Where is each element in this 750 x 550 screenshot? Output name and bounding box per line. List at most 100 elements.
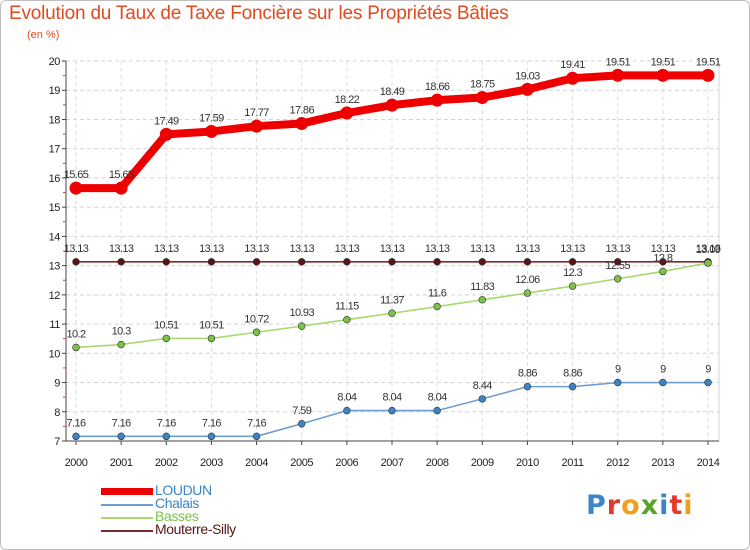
y-tick-label: 19 (49, 85, 61, 97)
logo-letter: x (640, 490, 660, 521)
data-label-chalais: 7.16 (66, 417, 85, 429)
data-label-chalais: 8.04 (428, 392, 447, 404)
x-tick-label: 2007 (381, 457, 404, 469)
data-label-loudun: 18.66 (425, 81, 450, 93)
data-point-chalais (207, 432, 216, 441)
data-label-chalais: 9 (615, 364, 621, 376)
x-tick-label: 2003 (200, 457, 223, 469)
data-label-mouterre-silly: 13.13 (154, 243, 179, 255)
line-chart: 7 8 9 10 11 12 13 14 15 16 17 18 19 20 2000 2001 2002 200… (49, 56, 722, 469)
x-tick-label: 2012 (606, 457, 629, 469)
legend-label: Basses (155, 508, 199, 524)
data-point-chalais (568, 382, 577, 391)
data-point-loudun (475, 91, 489, 105)
legend-swatch (101, 488, 153, 495)
x-tick-label: 2004 (245, 457, 268, 469)
data-point-loudun (69, 181, 83, 195)
data-point-basses (523, 289, 532, 297)
data-label-basses: 10.72 (244, 313, 269, 325)
legend-swatch (101, 530, 153, 532)
data-point-mouterre-silly (659, 258, 667, 266)
data-point-loudun (430, 93, 444, 107)
data-point-basses (343, 315, 351, 324)
data-label-basses: 13.09 (696, 244, 721, 256)
data-point-loudun (656, 68, 670, 82)
data-label-mouterre-silly: 13.13 (64, 243, 89, 255)
data-point-basses (478, 296, 486, 304)
data-label-loudun: 17.59 (199, 112, 224, 124)
proxiti-logo: Proxiti (586, 490, 694, 521)
data-label-chalais: 8.86 (563, 368, 582, 380)
data-point-basses (252, 328, 261, 336)
data-label-mouterre-silly: 13.13 (696, 243, 721, 255)
data-label-chalais: 8.04 (337, 392, 356, 404)
x-tick-label: 2009 (471, 457, 494, 469)
data-label-loudun: 19.41 (560, 59, 585, 71)
data-point-loudun (295, 117, 309, 131)
data-point-basses (614, 275, 622, 283)
data-label-loudun: 17.77 (244, 107, 269, 119)
data-point-mouterre-silly (298, 258, 306, 266)
data-label-mouterre-silly: 13.13 (109, 243, 134, 255)
data-label-loudun: 17.86 (289, 105, 314, 117)
data-point-loudun (520, 82, 534, 96)
logo-letter: t (669, 490, 684, 521)
data-label-chalais: 7.16 (247, 417, 266, 429)
data-label-mouterre-silly: 13.13 (470, 243, 495, 255)
data-label-loudun: 18.75 (470, 79, 495, 91)
data-point-loudun (611, 68, 625, 82)
data-point-basses (117, 340, 125, 349)
data-point-loudun (701, 68, 715, 82)
data-point-chalais (252, 432, 261, 441)
x-tick-label: 2008 (426, 457, 449, 469)
x-tick-label: 2011 (562, 457, 584, 469)
data-point-basses (72, 343, 80, 352)
data-point-chalais (523, 382, 532, 391)
data-label-basses: 12.06 (515, 274, 540, 286)
data-label-mouterre-silly: 13.13 (560, 243, 585, 255)
data-label-basses: 11.15 (335, 301, 359, 313)
data-point-chalais (659, 378, 667, 387)
data-label-basses: 12.8 (653, 252, 672, 264)
x-tick-label: 2013 (651, 457, 674, 469)
data-point-mouterre-silly (388, 258, 396, 266)
data-point-mouterre-silly (433, 258, 441, 266)
data-point-chalais (478, 395, 486, 403)
data-label-loudun: 17.49 (154, 115, 179, 127)
y-tick-label: 13 (49, 261, 61, 273)
x-tick-label: 2006 (335, 457, 358, 469)
y-tick-label: 14 (49, 231, 61, 243)
data-point-chalais (72, 432, 80, 441)
data-point-chalais (614, 378, 622, 387)
data-label-basses: 10.51 (199, 319, 224, 331)
x-tick-label: 2014 (697, 457, 720, 469)
data-point-chalais (343, 406, 351, 415)
data-label-mouterre-silly: 13.13 (425, 243, 450, 255)
data-point-loudun (340, 106, 354, 120)
data-label-loudun: 19.51 (696, 56, 721, 68)
data-label-loudun: 19.51 (651, 56, 676, 68)
data-label-chalais: 8.44 (473, 380, 492, 392)
data-label-chalais: 9 (705, 364, 711, 376)
data-point-loudun (566, 71, 580, 85)
data-label-chalais: 7.16 (112, 417, 131, 429)
data-label-loudun: 18.49 (380, 86, 405, 98)
data-label-loudun: 15.65 (64, 169, 89, 181)
x-tick-label: 2002 (155, 457, 178, 469)
y-tick-label: 20 (49, 56, 61, 68)
data-label-mouterre-silly: 13.13 (244, 243, 269, 255)
x-tick-label: 2005 (290, 457, 313, 469)
logo-letter: i (683, 490, 694, 521)
data-label-chalais: 8.04 (382, 392, 401, 404)
data-label-basses: 11.6 (428, 288, 447, 300)
legend-swatch (101, 504, 153, 506)
data-label-basses: 10.2 (66, 328, 85, 340)
data-point-basses (704, 259, 712, 267)
y-tick-label: 18 (49, 114, 61, 126)
data-point-mouterre-silly (162, 258, 170, 266)
data-label-basses: 12.3 (563, 267, 582, 279)
data-point-chalais (433, 406, 441, 415)
x-tick-label: 2001 (110, 457, 133, 469)
data-point-loudun (114, 181, 128, 195)
